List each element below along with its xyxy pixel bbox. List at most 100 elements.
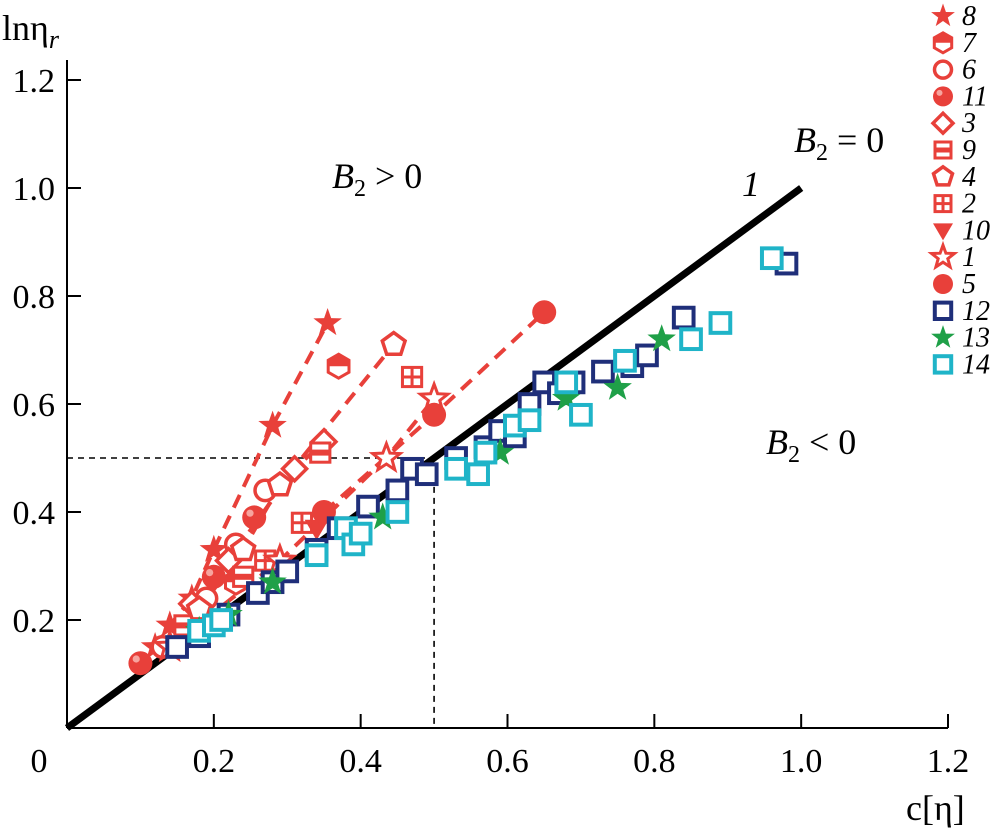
legend-label-1: 1 [962, 242, 976, 273]
y-axis-title: lnηr [2, 8, 60, 54]
point-series-14-shape [209, 608, 234, 632]
legend-marker-3-shape [930, 110, 956, 136]
legend-marker-11 [933, 86, 953, 107]
point-series-14-shape [304, 543, 329, 568]
annotation-b2-negative-rel: < 0 [800, 422, 856, 462]
annotation-b2-positive: B2 > 0 [332, 156, 422, 202]
point-series-11 [201, 564, 226, 589]
legend-label-13: 13 [962, 323, 990, 354]
y-tick-label: 0.8 [13, 279, 56, 316]
x-tick-label: 0.2 [193, 743, 236, 780]
point-series-8-shape [258, 410, 287, 438]
legend-label-4: 4 [962, 162, 976, 193]
point-series-12 [591, 359, 615, 384]
point-series-14 [466, 462, 490, 487]
point-series-8 [313, 308, 342, 336]
point-series-12-shape [671, 305, 696, 330]
annotation-b2-negative: B2 < 0 [766, 422, 856, 468]
x-tick-label: 0.6 [486, 743, 529, 780]
point-series-1 [368, 439, 405, 474]
legend-label-10: 10 [962, 215, 990, 246]
point-series-13-shape [368, 502, 397, 530]
legend-label-5: 5 [962, 269, 976, 300]
point-series-8-shape [155, 610, 184, 638]
axis-ticks: 0 0.2 0.4 0.6 0.8 1.0 1.2 0.2 0.4 0.6 0.8 1.0 1.2 [13, 63, 970, 780]
point-series-14-shape [473, 440, 498, 465]
point-series-12-shape [275, 559, 300, 584]
point-series-14-shape [466, 462, 490, 487]
y-axis-title-main: lnη [2, 8, 49, 48]
legend-marker-6 [932, 59, 954, 80]
point-series-14 [708, 311, 733, 335]
point-series-4 [380, 330, 408, 357]
point-series-12 [635, 343, 659, 368]
reference-line-label: 1 [742, 164, 760, 204]
y-tick-label: 1.2 [13, 63, 56, 100]
annotation-b2-negative-prefix: B [766, 422, 788, 462]
legend-marker-9 [933, 140, 953, 160]
point-series-11 [242, 505, 267, 530]
point-series-13 [603, 372, 632, 400]
point-series-12-shape [414, 462, 439, 487]
legend-marker-6-shape [932, 59, 954, 80]
point-series-14 [569, 402, 593, 427]
legend-marker-5 [933, 274, 953, 294]
legend-marker-1 [927, 240, 959, 271]
point-series-2 [400, 365, 424, 389]
legend-marker-10-shape [933, 223, 953, 241]
point-series-11-shape [206, 569, 214, 577]
legend-label-2: 2 [962, 189, 976, 220]
point-series-13 [552, 383, 581, 411]
point-series-13 [647, 324, 676, 352]
y-axis-title-sub: r [49, 25, 60, 54]
legend-marker-11-shape [936, 89, 943, 96]
y-tick-label: 0.6 [13, 387, 56, 424]
annotation-b2-positive-rel: > 0 [366, 156, 422, 196]
point-series-11-shape [246, 509, 254, 517]
point-series-14-shape [554, 370, 579, 395]
legend-marker-2 [933, 194, 953, 214]
point-series-3-shape [280, 454, 310, 484]
point-series-12 [671, 305, 696, 330]
point-series-5-shape [532, 300, 557, 325]
point-series-12 [165, 635, 189, 659]
point-series-13 [258, 567, 287, 595]
point-series-12-shape [356, 494, 380, 519]
annotation-b2-zero-sub: 2 [816, 140, 828, 166]
point-series-14 [613, 348, 637, 373]
x-tick-label: 0.8 [633, 743, 676, 780]
point-series-10-shape [304, 519, 329, 541]
point-series-5 [422, 402, 447, 427]
legend-marker-5-shape [933, 274, 953, 294]
point-series-4-shape [266, 470, 294, 497]
legend-label-8: 8 [962, 1, 976, 32]
y-tick-label: 1.0 [13, 171, 56, 208]
point-series-12 [385, 478, 410, 503]
y-tick-label: 0.2 [13, 603, 56, 640]
point-series-11-shape [132, 655, 140, 663]
legend-label-9: 9 [962, 135, 976, 166]
legend-marker-7-shape [934, 32, 952, 43]
point-series-14 [385, 500, 410, 524]
point-series-4 [229, 535, 257, 562]
legend-label-14: 14 [962, 349, 990, 380]
point-series-4-shape [229, 535, 257, 562]
point-series-13-shape [258, 567, 287, 595]
annotation-b2-negative-sub: 2 [788, 442, 800, 468]
point-series-14-shape [569, 402, 593, 427]
legend-label-12: 12 [962, 296, 990, 327]
point-series-10 [304, 519, 329, 541]
x-tick-label: 1.2 [927, 743, 970, 780]
point-series-14 [517, 408, 542, 433]
legend-marker-7 [932, 31, 954, 55]
point-series-8-shape [313, 308, 342, 336]
x-tick-label: 1.0 [780, 743, 823, 780]
x-axis-title: c[η] [906, 788, 965, 828]
legend-marker-13 [931, 325, 955, 348]
point-series-9-shape [174, 622, 195, 629]
point-series-14 [759, 246, 784, 271]
point-series-14-shape [708, 311, 733, 335]
point-series-14 [473, 440, 498, 465]
point-series-12-shape [591, 359, 615, 384]
